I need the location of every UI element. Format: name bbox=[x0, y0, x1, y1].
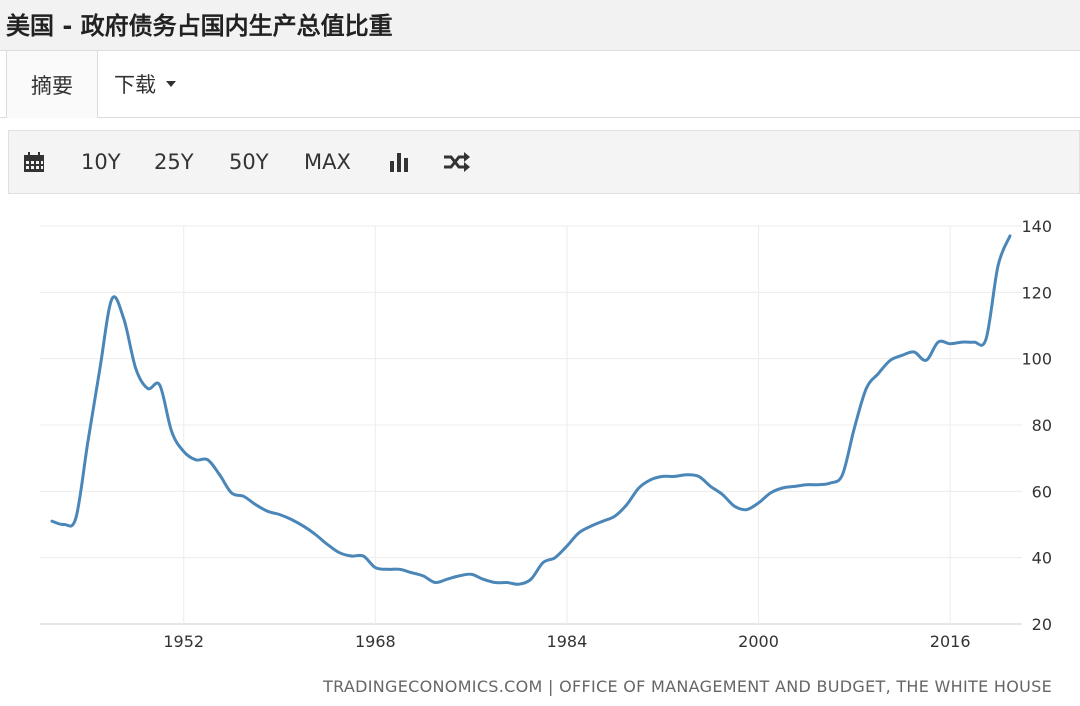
y-tick-label: 60 bbox=[1032, 482, 1052, 501]
tab-summary[interactable]: 摘要 bbox=[6, 51, 98, 118]
series-line-debt-to-gdp bbox=[50, 234, 1012, 586]
range-25y-button[interactable]: 25Y bbox=[154, 150, 194, 174]
y-tick-label: 80 bbox=[1032, 416, 1052, 435]
x-tick-labels: 1952 1968 1984 2000 2016 bbox=[163, 632, 970, 651]
calendar-icon-svg bbox=[24, 152, 44, 172]
x-tick-label: 1952 bbox=[163, 632, 204, 651]
title-bar: 美国 - 政府债务占国内生产总值比重 bbox=[0, 0, 1080, 51]
caret-down-icon bbox=[166, 81, 176, 87]
page-title: 美国 - 政府债务占国内生产总值比重 bbox=[6, 12, 393, 40]
y-tick-labels: 20 40 60 80 100 120 140 bbox=[1021, 217, 1052, 634]
y-tick-label: 20 bbox=[1032, 615, 1052, 634]
shuffle-icon-svg bbox=[444, 152, 470, 172]
x-tick-label: 2000 bbox=[738, 632, 779, 651]
range-50y-button[interactable]: 50Y bbox=[229, 150, 269, 174]
bar-chart-icon[interactable] bbox=[389, 131, 411, 193]
x-tick-label: 1968 bbox=[355, 632, 396, 651]
shuffle-icon[interactable] bbox=[443, 131, 471, 193]
tab-download-label: 下载 bbox=[114, 73, 156, 97]
y-tick-label: 100 bbox=[1021, 350, 1052, 369]
tab-download[interactable]: 下载 bbox=[90, 51, 200, 117]
source-attribution: TRADINGECONOMICS.COM | OFFICE OF MANAGEM… bbox=[323, 677, 1052, 696]
line-chart: 1952 1968 1984 2000 2016 20 40 60 80 100 120 140 bbox=[40, 217, 1052, 651]
tab-summary-label: 摘要 bbox=[31, 73, 73, 98]
calendar-icon[interactable] bbox=[23, 131, 45, 193]
x-tick-label: 2016 bbox=[930, 632, 971, 651]
chart-toolbar: 10Y 25Y 50Y MAX bbox=[8, 130, 1080, 194]
y-tick-label: 40 bbox=[1032, 549, 1052, 568]
range-10y-button[interactable]: 10Y bbox=[81, 150, 121, 174]
range-max-button[interactable]: MAX bbox=[304, 150, 351, 174]
chart-area: 1952 1968 1984 2000 2016 20 40 60 80 100 120 140 bbox=[0, 196, 1080, 666]
grid-layer bbox=[40, 225, 1022, 625]
tab-bar: 摘要 下载 bbox=[0, 51, 1080, 118]
y-tick-label: 120 bbox=[1021, 283, 1052, 302]
y-tick-label: 140 bbox=[1021, 217, 1052, 236]
x-tick-label: 1984 bbox=[547, 632, 588, 651]
bar-chart-icon-svg bbox=[390, 153, 408, 172]
